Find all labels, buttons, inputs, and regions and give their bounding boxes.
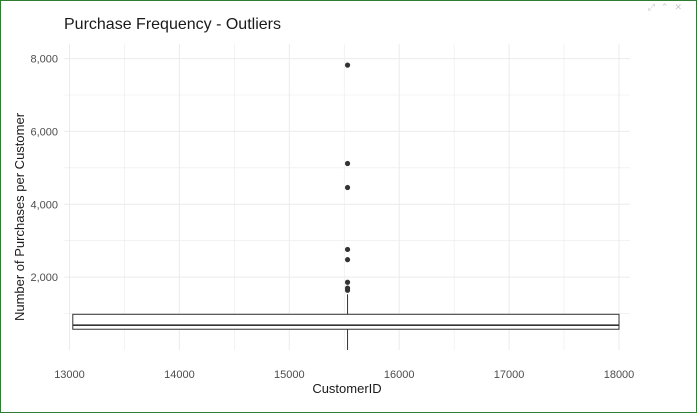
window-controls[interactable]: ⤢⌃✕ (648, 2, 688, 13)
y-tick-label: 6,000 (30, 126, 58, 138)
outlier-point (344, 285, 351, 291)
close-icon[interactable]: ✕ (674, 2, 688, 12)
x-tick-label: 13000 (54, 369, 85, 381)
x-tick-label: 15000 (274, 369, 305, 381)
x-axis-title: CustomerID (312, 381, 381, 396)
outlier-point (344, 184, 351, 191)
y-tick-label: 8,000 (30, 54, 58, 66)
box-iqr (72, 313, 620, 330)
x-tick-label: 16000 (384, 369, 415, 381)
y-tick-label: 4,000 (30, 199, 58, 211)
tick-labels: 2,000 4,000 6,000 8,000 13000 14000 15000 16000… (30, 54, 634, 381)
restore-icon[interactable]: ⤢ (647, 2, 661, 12)
outlier-point (344, 160, 351, 167)
outlier-point (344, 257, 351, 263)
outlier-points (344, 62, 351, 293)
outlier-point (344, 279, 351, 285)
y-tick-label: 2,000 (30, 272, 58, 284)
chart-title: Purchase Frequency - Outliers (64, 16, 281, 33)
outlier-point (344, 62, 351, 68)
grid-layer (64, 44, 630, 350)
outlier-point (344, 246, 351, 253)
collapse-icon[interactable]: ⌃ (660, 2, 675, 12)
box-layer (72, 294, 620, 350)
x-tick-label: 14000 (164, 369, 195, 381)
x-tick-label: 18000 (604, 369, 635, 381)
y-axis-title: Number of Purchases per Customer (12, 112, 27, 321)
x-tick-label: 17000 (494, 369, 525, 381)
